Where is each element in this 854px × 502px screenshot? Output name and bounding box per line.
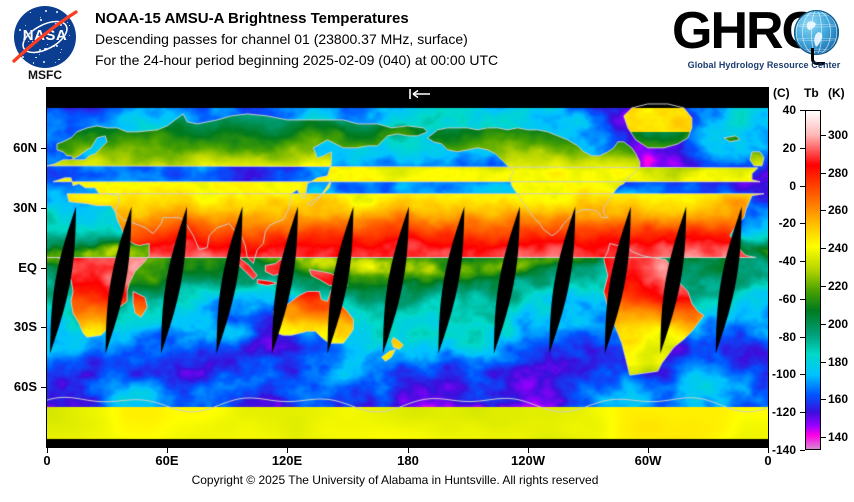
map-canvas[interactable] bbox=[47, 88, 768, 447]
nasa-wordmark: NASA bbox=[22, 27, 68, 44]
colorbar-tick-kelvin bbox=[821, 135, 826, 136]
x-axis-tick bbox=[167, 448, 168, 453]
x-axis-label: 180 bbox=[397, 453, 419, 468]
colorbar-label-kelvin: 140 bbox=[828, 430, 849, 444]
colorbar-tick-kelvin bbox=[821, 399, 826, 400]
colorbar-tick-celsius bbox=[800, 337, 805, 338]
colorbar-label-kelvin: 180 bbox=[828, 355, 849, 369]
page-title: NOAA-15 AMSU-A Brightness Temperatures bbox=[95, 10, 409, 27]
x-axis-tick bbox=[768, 448, 769, 453]
x-axis-tick bbox=[287, 448, 288, 453]
brightness-temperature-map[interactable] bbox=[47, 88, 768, 447]
y-axis-label: 30S bbox=[13, 319, 37, 334]
colorbar-label-kelvin: 240 bbox=[828, 241, 849, 255]
copyright-notice: Copyright © 2025 The University of Alaba… bbox=[191, 473, 599, 487]
x-axis-label: 120E bbox=[271, 453, 303, 468]
x-axis-tick bbox=[528, 448, 529, 453]
colorbar-tick-celsius bbox=[800, 223, 805, 224]
colorbar-label-kelvin: 260 bbox=[828, 203, 849, 217]
colorbar-tick-celsius bbox=[800, 148, 805, 149]
colorbar-label-celsius: -20 bbox=[778, 216, 796, 230]
title-block: NOAA-15 AMSU-A Brightness Temperatures D… bbox=[95, 8, 665, 71]
x-axis-label: 60W bbox=[634, 453, 662, 468]
colorbar-label-celsius: -60 bbox=[778, 292, 796, 306]
colorbar-unit-celsius: (C) bbox=[773, 86, 790, 100]
colorbar-tick-kelvin bbox=[821, 362, 826, 363]
ghrc-logo: GHRC Global Hydrology Resource Center bbox=[672, 4, 850, 80]
colorbar-label-celsius: 0 bbox=[789, 179, 796, 193]
x-axis-label: 0 bbox=[764, 453, 772, 468]
y-axis-label: 60S bbox=[13, 379, 37, 394]
colorbar-label-kelvin: 280 bbox=[828, 166, 849, 180]
colorbar-tick-kelvin bbox=[821, 210, 826, 211]
y-axis-tick bbox=[41, 268, 46, 269]
colorbar-tick-celsius bbox=[800, 412, 805, 413]
page-subtitle-channel: Descending passes for channel 01 (23800.… bbox=[95, 31, 468, 47]
colorbar-label-celsius: 40 bbox=[782, 103, 796, 117]
colorbar-label-kelvin: 300 bbox=[828, 128, 849, 142]
colorbar-tick-celsius bbox=[800, 261, 805, 262]
colorbar-tick-celsius bbox=[800, 186, 805, 187]
colorbar-tick-kelvin bbox=[821, 248, 826, 249]
y-axis-tick bbox=[41, 208, 46, 209]
colorbar-label-celsius: -100 bbox=[771, 367, 796, 381]
x-axis-label: 120W bbox=[511, 453, 545, 468]
y-axis-tick bbox=[41, 327, 46, 328]
globe-stand-icon bbox=[811, 48, 825, 65]
colorbar-tick-kelvin bbox=[821, 437, 826, 438]
ghrc-subtitle: Global Hydrology Resource Center bbox=[687, 60, 841, 70]
nasa-center-label: MSFC bbox=[28, 68, 62, 82]
colorbar bbox=[805, 110, 821, 450]
x-axis-tick bbox=[47, 448, 48, 453]
colorbar-label-kelvin: 220 bbox=[828, 279, 849, 293]
colorbar-tick-celsius bbox=[800, 374, 805, 375]
colorbar-label-celsius: -140 bbox=[771, 443, 796, 457]
colorbar-tick-kelvin bbox=[821, 324, 826, 325]
colorbar-header: (C) Tb (K) bbox=[768, 86, 854, 102]
colorbar-tick-kelvin bbox=[821, 286, 826, 287]
colorbar-tick-celsius bbox=[800, 110, 805, 111]
x-axis-tick bbox=[648, 448, 649, 453]
colorbar-variable-label: Tb bbox=[804, 86, 819, 100]
colorbar-unit-kelvin: (K) bbox=[828, 86, 845, 100]
colorbar-label-kelvin: 200 bbox=[828, 317, 849, 331]
y-axis-label: EQ bbox=[18, 260, 37, 275]
x-axis-label: 0 bbox=[43, 453, 51, 468]
colorbar-gradient bbox=[805, 110, 821, 450]
colorbar-label-celsius: -120 bbox=[771, 405, 796, 419]
colorbar-label-celsius: 20 bbox=[782, 141, 796, 155]
globe-icon bbox=[794, 10, 839, 55]
y-axis-tick bbox=[41, 148, 46, 149]
nasa-logo: NASA MSFC bbox=[8, 6, 82, 82]
colorbar-tick-kelvin bbox=[821, 173, 826, 174]
colorbar-label-kelvin: 160 bbox=[828, 392, 849, 406]
colorbar-label-celsius: -40 bbox=[778, 254, 796, 268]
y-axis-label: 60N bbox=[13, 140, 37, 155]
colorbar-tick-celsius bbox=[800, 450, 805, 451]
x-axis-label: 60E bbox=[155, 453, 179, 468]
y-axis-label: 30N bbox=[13, 200, 37, 215]
y-axis-tick bbox=[41, 387, 46, 388]
x-axis-tick bbox=[408, 448, 409, 453]
colorbar-tick-celsius bbox=[800, 299, 805, 300]
colorbar-label-celsius: -80 bbox=[778, 330, 796, 344]
page-subtitle-period: For the 24-hour period beginning 2025-02… bbox=[95, 52, 499, 68]
